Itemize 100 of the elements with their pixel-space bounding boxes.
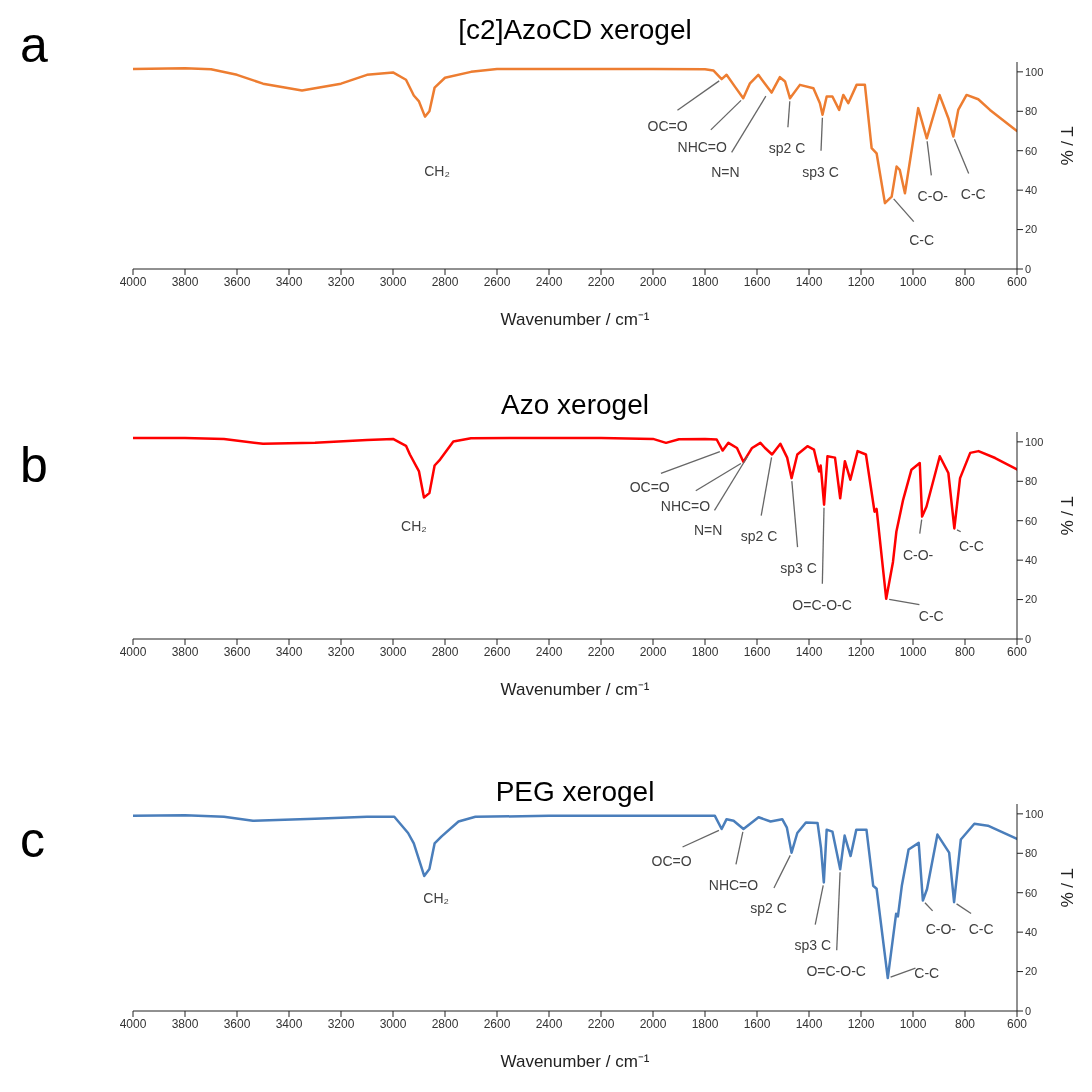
line-series (133, 67, 1017, 205)
y-axis-title: T / % (1056, 126, 1076, 166)
y-tick-label: 20 (1025, 965, 1038, 978)
x-tick-label: 3600 (223, 1016, 251, 1031)
x-tick-label: 2200 (587, 1016, 615, 1031)
x-tick-label: 3400 (275, 274, 303, 289)
annotation: C-C (960, 185, 986, 202)
y-axis-title: T / % (1056, 496, 1076, 536)
x-tick-label: 1200 (847, 644, 875, 659)
y-tick-label: 20 (1025, 593, 1038, 606)
annotation: CH₂ (401, 518, 427, 535)
x-tick-label: 3000 (379, 1016, 407, 1031)
x-tick-label: 2600 (483, 644, 511, 659)
x-tick-label: 4000 (119, 644, 147, 659)
y-tick-label: 60 (1025, 886, 1038, 899)
annotation: C-C (958, 538, 984, 555)
y-tick-label: 80 (1025, 105, 1038, 118)
annotation: OC=O (651, 853, 692, 870)
x-tick-label: 1400 (795, 1016, 823, 1031)
annotation: C-O- (925, 920, 957, 937)
x-tick-label: 2000 (639, 274, 667, 289)
y-tick-label: 40 (1025, 926, 1038, 939)
x-tick-label: 2800 (431, 274, 459, 289)
annotation: sp2 C (740, 528, 778, 545)
x-tick-label: 2400 (535, 274, 563, 289)
x-tick-label: 2600 (483, 274, 511, 289)
y-tick-label: 40 (1025, 184, 1038, 197)
x-tick-label: 600 (1006, 644, 1028, 659)
annotation: NHC=O (660, 497, 711, 514)
y-axis-title: T / % (1056, 868, 1076, 908)
x-axis-title: Wavenumber / cm⁻¹ (500, 310, 650, 329)
x-tick-label: 1400 (795, 644, 823, 659)
x-tick-label: 1200 (847, 274, 875, 289)
x-tick-label: 2400 (535, 1016, 563, 1031)
annotation: C-C (968, 921, 994, 938)
x-tick-label: 1800 (691, 274, 719, 289)
x-tick-label: 2000 (639, 1016, 667, 1031)
annotation: C-O- (902, 546, 934, 563)
line-series (133, 813, 1017, 980)
x-tick-label: 3800 (171, 274, 199, 289)
x-tick-label: 600 (1006, 1016, 1028, 1031)
y-tick-label: 0 (1025, 262, 1032, 275)
line-series (133, 436, 1017, 601)
x-axis-title: Wavenumber / cm⁻¹ (500, 1052, 650, 1071)
annotation: C-C (918, 607, 944, 624)
y-tick-label: 100 (1025, 65, 1044, 78)
annotation: sp3 C (802, 163, 839, 180)
x-tick-label: 3000 (379, 274, 407, 289)
x-tick-label: 1600 (743, 274, 771, 289)
annotation: sp3 C (794, 937, 832, 954)
x-tick-label: 3000 (379, 644, 407, 659)
annotation: NHC=O (677, 139, 728, 156)
x-tick-label: 2000 (639, 644, 667, 659)
annotation: OC=O (629, 478, 670, 495)
annotation: sp2 C (768, 140, 806, 157)
x-tick-label: 2200 (587, 274, 615, 289)
annotation: C-C (909, 231, 935, 248)
annotation: OC=O (647, 118, 688, 135)
x-tick-label: 4000 (119, 1016, 147, 1031)
annotation: CH₂ (423, 162, 451, 180)
x-tick-label: 2800 (431, 1016, 459, 1031)
y-tick-label: 60 (1025, 514, 1038, 527)
text: c (20, 811, 45, 870)
annotation: O=C-O-C (792, 596, 852, 613)
y-tick-label: 0 (1025, 1004, 1032, 1017)
text: b (20, 436, 48, 495)
annotation: CH₂ (423, 889, 450, 906)
x-tick-label: 3200 (327, 274, 355, 289)
annotation: N=N (694, 521, 723, 538)
y-tick-label: 100 (1025, 807, 1044, 820)
x-tick-label: 2600 (483, 1016, 511, 1031)
x-tick-label: 2800 (431, 644, 459, 659)
x-tick-label: 1600 (743, 644, 771, 659)
x-tick-label: 3800 (171, 1016, 199, 1031)
x-tick-label: 1000 (899, 1016, 927, 1031)
x-tick-label: 1000 (899, 274, 927, 289)
annotation: C-O- (917, 188, 949, 205)
x-tick-label: 3800 (171, 644, 199, 659)
y-tick-label: 60 (1025, 144, 1038, 157)
x-tick-label: 800 (954, 1016, 976, 1031)
chart-title: [c2]AzoCD xerogel (457, 13, 693, 47)
x-tick-label: 2200 (587, 644, 615, 659)
x-tick-label: 3200 (327, 644, 355, 659)
y-tick-label: 100 (1025, 435, 1044, 448)
x-tick-label: 2400 (535, 644, 563, 659)
x-tick-label: 800 (954, 644, 976, 659)
x-tick-label: 4000 (119, 274, 147, 289)
text: a (20, 16, 48, 75)
y-tick-label: 40 (1025, 554, 1038, 567)
x-tick-label: 800 (954, 274, 976, 289)
x-tick-label: 3600 (223, 274, 251, 289)
chart-title: PEG xerogel (494, 775, 656, 809)
x-tick-label: 3400 (275, 644, 303, 659)
annotation: sp2 C (750, 899, 787, 916)
annotation: N=N (711, 163, 740, 180)
chart-title: Azo xerogel (500, 388, 650, 422)
x-tick-label: 1800 (691, 1016, 719, 1031)
y-tick-label: 0 (1025, 632, 1032, 645)
annotation: NHC=O (708, 877, 759, 894)
y-tick-label: 80 (1025, 475, 1038, 488)
